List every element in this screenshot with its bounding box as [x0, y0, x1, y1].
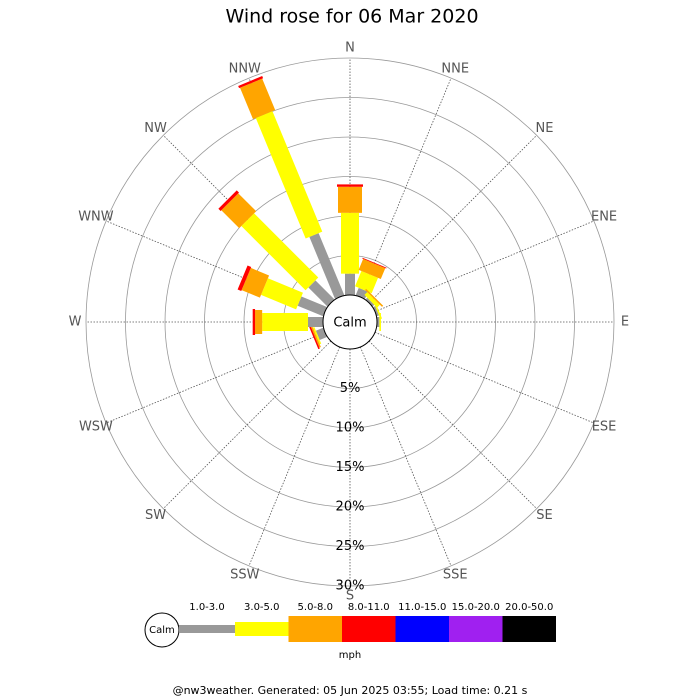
bar-segment	[338, 186, 362, 213]
bar-segment	[221, 193, 257, 229]
spoke	[359, 346, 452, 567]
legend-label: 20.0-50.0	[505, 602, 553, 613]
spoke	[248, 346, 341, 567]
bar-segment	[261, 278, 303, 310]
spoke	[368, 340, 537, 509]
bar-segment	[312, 327, 322, 345]
legend-swatch	[235, 622, 289, 636]
footer: @nw3weather. Generated: 05 Jun 2025 03:5…	[173, 684, 528, 697]
r-tick-label: 10%	[336, 421, 365, 436]
bar-segment	[241, 213, 319, 291]
direction-label: E	[621, 315, 629, 330]
legend-calm-label: Calm	[149, 625, 175, 636]
spoke	[374, 331, 595, 424]
bar-segment	[364, 292, 380, 308]
bar-segment	[373, 306, 380, 317]
bar-segment	[379, 313, 381, 331]
bar-segment	[376, 317, 380, 327]
legend-swatch	[179, 625, 235, 633]
calm-label: Calm	[333, 316, 366, 331]
legend-swatch	[288, 616, 342, 642]
legend-label: 11.0-15.0	[398, 602, 446, 613]
grid-ring	[125, 97, 575, 547]
units-label: mph	[339, 650, 361, 661]
r-tick-label: 20%	[336, 500, 365, 515]
legend-label: 3.0-5.0	[244, 602, 279, 613]
direction-label: SSW	[230, 568, 260, 583]
bar-segment	[308, 280, 335, 307]
bar-segment	[309, 233, 345, 299]
bar-segment	[365, 297, 375, 307]
r-tick-label: 25%	[336, 539, 365, 554]
direction-label: WNW	[78, 210, 114, 225]
bar-segment	[355, 270, 379, 294]
direction-label: SW	[145, 508, 166, 523]
spoke	[163, 340, 332, 509]
spoke	[359, 77, 452, 298]
spoke	[374, 220, 595, 313]
direction-label: NW	[144, 121, 167, 136]
direction-label: SE	[536, 508, 552, 523]
direction-label: W	[69, 315, 82, 330]
bar-segment	[238, 76, 264, 89]
spoke	[368, 135, 537, 304]
direction-label: NNE	[441, 61, 469, 76]
direction-label: NE	[535, 121, 553, 136]
bar-segment	[252, 309, 256, 335]
bar-segment	[262, 313, 308, 331]
bar-segment	[240, 78, 276, 120]
bar-segment	[310, 324, 321, 348]
grid-ring	[85, 57, 615, 587]
legend-label: 15.0-20.0	[452, 602, 500, 613]
bar-segment	[307, 317, 323, 327]
direction-label: ESE	[592, 419, 617, 434]
bar-segment	[218, 190, 239, 211]
bar-segment	[241, 267, 270, 298]
direction-label: NNW	[229, 61, 261, 76]
calm-circle	[322, 294, 378, 350]
legend-swatch	[395, 616, 449, 642]
chart-title: Wind rose for 06 Mar 2020	[225, 6, 478, 28]
bar-segment	[345, 273, 355, 295]
grid-ring	[164, 136, 536, 508]
legend-label: 5.0-8.0	[298, 602, 333, 613]
r-tick-label: 30%	[336, 579, 365, 594]
bar-segment	[365, 288, 384, 307]
bar-segment	[255, 310, 263, 334]
legend-label: 8.0-11.0	[348, 602, 390, 613]
spoke	[105, 331, 326, 424]
legend-label: 1.0-3.0	[189, 602, 224, 613]
bar-segment	[358, 258, 386, 280]
direction-label: SSE	[443, 568, 468, 583]
direction-label: S	[346, 589, 354, 604]
bar-segment	[337, 184, 363, 187]
r-tick-label: 5%	[340, 381, 361, 396]
legend-swatch	[449, 616, 503, 642]
direction-label: N	[345, 41, 355, 56]
bar-segment	[237, 265, 252, 292]
direction-label: WSW	[79, 419, 113, 434]
bar-segment	[341, 212, 359, 274]
legend-swatch	[342, 616, 396, 642]
bar-segment	[362, 257, 387, 269]
bar-segment	[297, 296, 327, 317]
bar-segment	[255, 111, 323, 239]
bar-segment	[308, 324, 320, 350]
direction-label: ENE	[591, 210, 617, 225]
legend-swatch	[502, 616, 556, 642]
r-tick-label: 15%	[336, 460, 365, 475]
